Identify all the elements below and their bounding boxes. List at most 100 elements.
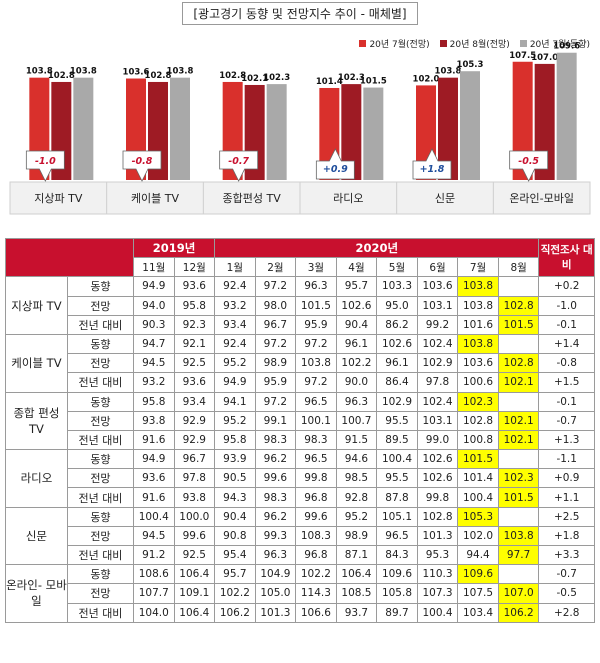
change-cell: +2.5 [538, 506, 595, 527]
category-label: 케이블 TV [131, 192, 180, 205]
value-cell: 97.8 [416, 372, 459, 393]
value-cell: 89.7 [376, 602, 418, 623]
value-cell: 92.9 [173, 429, 216, 451]
arrow-up-icon [412, 148, 452, 180]
change-cell: +1.3 [538, 429, 595, 451]
value-cell: 102.1 [497, 410, 540, 431]
value-cell: 102.8 [416, 506, 459, 527]
value-cell: 97.2 [254, 333, 297, 355]
legend-label: 20년 7월(동향) [529, 40, 590, 50]
change-cell: -0.1 [538, 391, 595, 412]
legend-entry: 20년 8월(전망) [439, 37, 510, 50]
metric-label: 전망 [66, 410, 135, 431]
value-cell: 100.8 [457, 429, 499, 451]
value-cell: 110.3 [416, 564, 459, 585]
value-cell: 101.4 [457, 468, 499, 489]
value-cell: 103.4 [457, 602, 499, 623]
value-cell: 96.3 [335, 391, 378, 412]
table-row: 전년 대비 104.0 106.4 106.2 101.3 106.6 93.7 89.7 10… [6, 602, 595, 623]
value-cell: 106.2 [497, 602, 540, 623]
index-table-wrapper: 2019년 2020년 직전조사 대비 11월 12월 1월 2월 3월 4월 5월 6월 7월 8월 지… [4, 237, 595, 623]
value-cell: 95.5 [376, 468, 418, 489]
value-cell: 108.6 [133, 564, 175, 585]
header-row: 11월 12월 1월 2월 3월 4월 5월 6월 7월 8월 [6, 257, 595, 278]
value-cell: 92.9 [173, 410, 216, 431]
table-row: 전년 대비 90.3 92.3 93.4 96.7 95.9 90.4 86.2 99.2 101… [6, 314, 595, 335]
value-cell: 95.3 [416, 544, 459, 566]
value-cell: 95.7 [335, 276, 378, 297]
value-cell: 95.2 [214, 410, 256, 431]
metric-label: 전망 [66, 525, 135, 547]
bar [170, 77, 190, 180]
value-cell: 94.9 [133, 449, 175, 470]
value-cell: 98.0 [254, 295, 297, 316]
month-header: 6월 [416, 257, 459, 278]
value-cell: 102.2 [295, 564, 337, 585]
value-cell: 102.8 [457, 410, 499, 431]
change-cell: -1.0 [538, 295, 595, 316]
value-cell: 87.1 [335, 544, 378, 566]
value-cell: 102.1 [497, 372, 540, 393]
value-cell: 106.6 [295, 602, 337, 623]
value-cell: 101.3 [416, 525, 459, 547]
change-cell: -1.1 [538, 449, 595, 470]
value-cell: 94.4 [457, 544, 499, 566]
bar-value-label: 102.3 [338, 73, 365, 83]
value-cell: 109.6 [457, 564, 499, 585]
value-cell: 97.7 [497, 544, 540, 566]
bar-value-label: 101.4 [316, 77, 343, 87]
value-cell [497, 276, 540, 297]
metric-label: 전년 대비 [66, 544, 135, 566]
value-cell: 96.5 [295, 391, 337, 412]
bar-value-label: 105.3 [457, 60, 484, 70]
value-cell: 100.6 [457, 372, 499, 393]
value-cell: 100.0 [173, 506, 216, 527]
header-row: 2019년 2020년 직전조사 대비 [4, 237, 595, 278]
media-category: 온라인- 모바일 [5, 564, 68, 623]
value-cell: 102.6 [335, 295, 378, 316]
table-row: 라디오 동향 94.9 96.7 93.9 96.2 96.5 94.6 100.4 102.6 1… [5, 449, 595, 508]
table-row: 전년 대비 93.2 93.6 94.9 95.9 97.2 90.0 86.4 97.8 100… [6, 372, 595, 393]
value-cell: 95.0 [376, 295, 418, 316]
value-cell: 103.1 [416, 295, 459, 316]
table-row: 전망 94.5 92.5 95.2 98.9 103.8 102.2 96.1 102.9 103… [6, 353, 595, 374]
table-row: 전년 대비 91.2 92.5 95.4 96.3 96.8 87.1 84.3 95.3 94.… [6, 544, 595, 566]
value-cell: 103.3 [376, 276, 418, 297]
value-cell: 102.2 [214, 583, 256, 604]
table-row: 전년 대비 91.6 92.9 95.8 98.3 98.3 91.5 89.5 99.0 100… [6, 429, 595, 451]
value-cell: 96.3 [254, 544, 297, 566]
value-cell: 105.1 [376, 506, 418, 527]
table-row: 전망 94.0 95.8 93.2 98.0 101.5 102.6 95.0 103.1 103… [6, 295, 595, 316]
table-row: 케이블 TV 동향 94.7 92.1 92.4 97.2 97.2 96.1 102.6 102… [5, 333, 595, 393]
value-cell: 95.8 [133, 391, 175, 412]
category-label: 종합편성 TV [223, 192, 282, 205]
value-cell: 91.6 [133, 487, 175, 508]
bar-value-label: 103.8 [167, 67, 194, 77]
bar-value-label: 102.8 [48, 71, 75, 81]
value-cell: 93.7 [335, 602, 378, 623]
change-cell: +1.8 [538, 525, 595, 547]
value-cell: 98.3 [254, 487, 297, 508]
value-cell: 109.6 [376, 564, 418, 585]
chart-legend: 20년 7월(전망) 20년 8월(전망) 20년 7월(동향) [359, 37, 590, 50]
value-cell: 96.5 [295, 449, 337, 470]
value-cell: 93.8 [133, 410, 175, 431]
month-header: 12월 [173, 257, 216, 278]
value-cell: 97.2 [254, 391, 297, 412]
value-cell: 90.5 [214, 468, 256, 489]
change-cell: +0.9 [538, 468, 595, 489]
value-cell: 93.6 [173, 372, 216, 393]
value-cell: 105.8 [376, 583, 418, 604]
value-cell: 90.8 [214, 525, 256, 547]
arrow-down-icon [509, 150, 549, 182]
bar-value-label: 102.1 [241, 74, 268, 84]
bar [438, 77, 458, 180]
bar-value-label: 102.8 [145, 71, 172, 81]
legend-entry: 20년 7월(동향) [519, 37, 590, 50]
value-cell: 102.6 [376, 333, 418, 355]
value-cell: 100.4 [416, 602, 459, 623]
value-cell: 94.0 [133, 295, 175, 316]
bar-value-label: 103.8 [435, 67, 462, 77]
bar-value-label: 109.6 [553, 42, 580, 52]
table-row: 온라인- 모바일 동향 108.6 106.4 95.7 104.9 102.2 106.4 1… [5, 564, 595, 623]
